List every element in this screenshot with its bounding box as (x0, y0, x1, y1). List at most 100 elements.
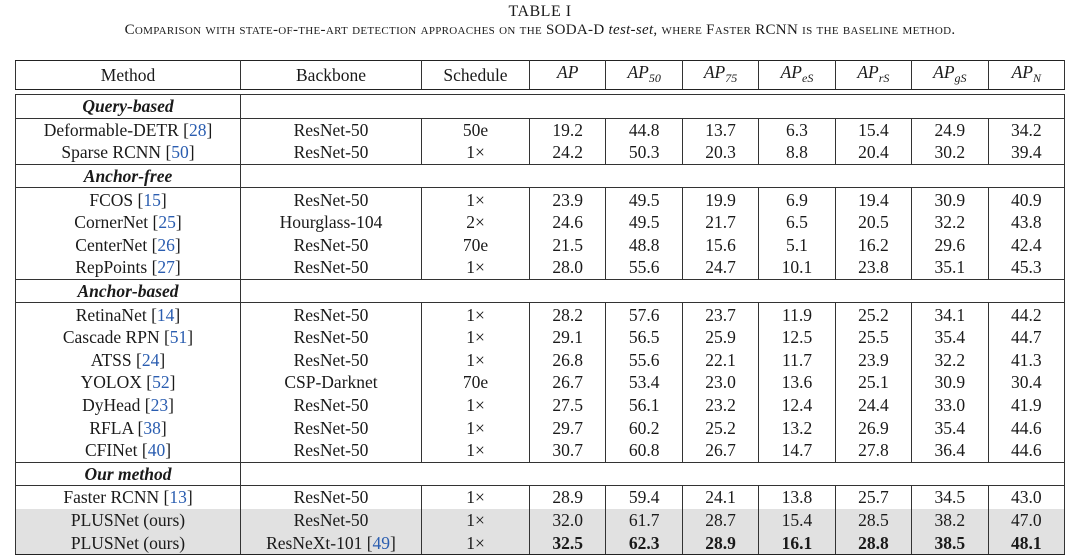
metric-cell: 40.9 (987, 187, 1066, 211)
metric-cell: 15.4 (834, 118, 913, 142)
metric-cell: 24.1 (681, 485, 760, 509)
method-cell: CornerNet [25] (15, 210, 241, 234)
metric-cell: 13.2 (758, 416, 836, 439)
metric-cell: 43.0 (987, 485, 1066, 509)
section-filler (240, 94, 1065, 119)
metric-cell: 23.7 (681, 302, 760, 326)
citation-link[interactable]: 50 (171, 142, 189, 163)
metric-cell: 41.3 (987, 348, 1066, 372)
backbone-cell: ResNet-50 (240, 256, 422, 280)
metric-cell: 33.0 (911, 393, 989, 417)
metric-cell: 38.5 (911, 531, 989, 555)
schedule-cell: 1× (421, 256, 530, 280)
metric-cell: 28.9 (528, 485, 607, 509)
citation-link[interactable]: 28 (188, 119, 207, 140)
table-row: FCOS [15] ResNet-50 1× 23.9 49.5 19.9 6.9 19.4 3… (15, 187, 1066, 211)
metric-cell: 56.5 (605, 325, 683, 349)
backbone-name: CSP-Darknet (284, 372, 378, 393)
backbone-name: ResNet-50 (293, 304, 369, 325)
schedule-cell: 1× (421, 348, 530, 372)
metric-cell: 45.3 (987, 256, 1066, 280)
citation-link[interactable]: 51 (169, 327, 188, 348)
table-row: RFLA [38] ResNet-50 1× 29.7 60.2 25.2 13.2 26.9… (15, 416, 1066, 439)
metric-cell: 24.2 (528, 141, 607, 165)
method-name: Cascade RPN (62, 327, 160, 348)
citation-link[interactable]: 52 (152, 372, 170, 393)
metric-cell: 19.9 (681, 187, 760, 211)
metric-cell: 28.8 (834, 531, 913, 555)
metric-cell: 32.0 (528, 508, 607, 532)
citation-link[interactable]: 23 (150, 395, 169, 416)
header-metric: APeS (758, 60, 836, 90)
table-title: TABLE I (508, 3, 572, 20)
citation-link[interactable]: 40 (147, 440, 166, 461)
citation-link[interactable]: 25 (158, 212, 176, 233)
metric-cell: 23.9 (528, 187, 607, 211)
citation-link[interactable]: 27 (157, 257, 175, 278)
method-name: Faster RCNN (63, 487, 160, 508)
section-label: Query-based (15, 94, 241, 119)
header-metric: AP (528, 60, 607, 90)
metric-cell: 6.9 (758, 187, 836, 211)
section-header-row: Anchor-based (15, 278, 1065, 304)
method-cell: Deformable-DETR [28] (15, 118, 241, 142)
metric-cell: 57.6 (605, 302, 683, 326)
metric-cell: 48.8 (605, 233, 683, 257)
citation-link[interactable]: 24 (141, 349, 160, 370)
metric-cell: 25.2 (681, 416, 760, 439)
backbone-name: ResNet-50 (293, 440, 369, 461)
backbone-name: ResNet-50 (293, 417, 369, 438)
metric-cell: 20.3 (681, 141, 760, 165)
method-cell: DyHead [23] (15, 393, 241, 417)
metric-cell: 44.6 (987, 416, 1066, 439)
method-cell: PLUSNet (ours) (15, 508, 241, 532)
method-cell: Faster RCNN [13] (15, 485, 241, 509)
backbone-name: ResNet-50 (293, 487, 369, 508)
metric-cell: 47.0 (987, 508, 1066, 532)
metric-cell: 53.4 (605, 371, 683, 394)
metric-cell: 29.1 (528, 325, 607, 349)
citation-link[interactable]: 49 (372, 532, 391, 553)
backbone-name: ResNet-50 (293, 142, 369, 163)
metric-cell: 20.4 (834, 141, 913, 165)
metric-cell: 13.8 (758, 485, 836, 509)
table-row: CFINet [40] ResNet-50 1× 30.7 60.8 26.7 14.7 27… (15, 438, 1066, 462)
metric-cell: 42.4 (987, 233, 1066, 257)
metric-cell: 48.1 (987, 531, 1066, 555)
section-filler (240, 461, 1065, 487)
backbone-name: ResNet-50 (293, 327, 369, 348)
metric-cell: 11.9 (758, 302, 836, 326)
method-cell: RFLA [38] (15, 416, 241, 439)
method-name: PLUSNet (ours) (70, 532, 186, 553)
metric-cell: 24.6 (528, 210, 607, 234)
metric-cell: 16.2 (834, 233, 913, 257)
schedule-cell: 1× (421, 302, 530, 326)
backbone-name: ResNet-50 (293, 234, 369, 255)
method-name: PLUSNet (ours) (70, 509, 186, 530)
metric-cell: 24.7 (681, 256, 760, 280)
table-row: ATSS [24] ResNet-50 1× 26.8 55.6 22.1 11.7 23.9… (15, 348, 1066, 372)
metric-cell: 55.6 (605, 256, 683, 280)
citation-link[interactable]: 13 (169, 487, 187, 508)
method-name: Sparse RCNN (61, 142, 162, 163)
citation-link[interactable]: 26 (157, 234, 175, 255)
method-name: ATSS (90, 349, 132, 370)
method-cell: CenterNet [26] (15, 233, 241, 257)
table-row: Faster RCNN [13] ResNet-50 1× 28.9 59.4 24.1 1… (15, 485, 1066, 509)
schedule-cell: 1× (421, 393, 530, 417)
metric-cell: 34.1 (911, 302, 989, 326)
backbone-cell: ResNet-50 (240, 233, 422, 257)
metric-cell: 35.1 (911, 256, 989, 280)
metric-cell: 21.5 (528, 233, 607, 257)
schedule-cell: 2× (421, 210, 530, 234)
citation-link[interactable]: 38 (143, 417, 161, 438)
backbone-name: ResNet-50 (293, 189, 369, 210)
metric-cell: 25.1 (834, 371, 913, 394)
metric-cell: 30.9 (911, 187, 989, 211)
metric-cell: 6.3 (758, 118, 836, 142)
backbone-cell: ResNet-50 (240, 485, 422, 509)
method-name: RetinaNet (75, 304, 147, 325)
citation-link[interactable]: 14 (156, 304, 175, 325)
citation-link[interactable]: 15 (143, 189, 161, 210)
schedule-cell: 1× (421, 187, 530, 211)
